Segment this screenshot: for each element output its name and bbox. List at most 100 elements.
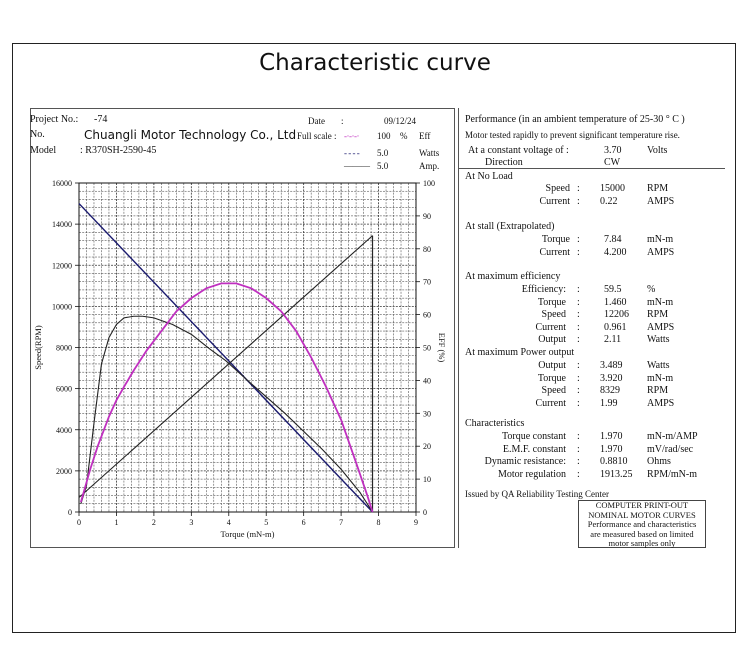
chart-sheet xyxy=(30,108,455,548)
note-line: are measured based on limited xyxy=(590,528,694,539)
perf-row-label: Speed xyxy=(541,309,566,321)
y-right-tick-label: 20 xyxy=(423,442,431,451)
perf-row-colon: : xyxy=(577,372,580,384)
no-label: No. xyxy=(30,129,45,140)
perf-row-value: 0.961 xyxy=(604,321,627,333)
y-left-tick-label: 14000 xyxy=(52,220,72,229)
perf-row-label: Torque xyxy=(541,234,570,245)
x-tick-label: 3 xyxy=(189,518,193,527)
y-left-tick-label: 10000 xyxy=(52,302,72,311)
perf-row-unit: AMPS xyxy=(647,196,675,207)
x-tick-label: 5 xyxy=(264,518,268,527)
y-left-tick-label: 12000 xyxy=(52,261,72,270)
perf-row-value: 4.200 xyxy=(604,247,627,258)
output-curve xyxy=(80,315,374,513)
y-left-tick-label: 2000 xyxy=(56,467,72,476)
perf-row-label: Current xyxy=(535,397,566,409)
perf-row-colon: : xyxy=(577,468,580,480)
y-left-axis-label: Speed(RPM) xyxy=(33,325,43,370)
perf-row-unit: RPM xyxy=(647,183,669,194)
perf-row-label: Speed xyxy=(541,385,566,397)
y-right-tick-label: 30 xyxy=(423,409,431,418)
perf-row-label: Current xyxy=(539,247,570,258)
perf-row-unit: % xyxy=(647,284,656,295)
legend-line-sample: ——— xyxy=(344,161,370,171)
model-label: Model xyxy=(30,145,57,156)
y-right-tick-label: 50 xyxy=(423,344,431,353)
document-frame xyxy=(12,43,736,633)
perf-row-label: Current xyxy=(539,196,570,207)
model-value: : R370SH-2590-45 xyxy=(80,145,157,156)
y-right-tick-label: 0 xyxy=(423,508,427,517)
perf-row-unit: mN-m xyxy=(647,234,674,245)
company-name: Chuangli Motor Technology Co., Ltd xyxy=(84,128,297,142)
x-tick-label: 2 xyxy=(152,518,156,527)
perf-row-value: 3.920 xyxy=(600,372,623,384)
perf-row-value: 1.460 xyxy=(604,296,627,308)
note-line: COMPUTER PRINT-OUT xyxy=(595,500,689,510)
page-title: Characteristic curve xyxy=(259,50,491,76)
legend-line-sample: -·-·-· xyxy=(344,131,359,141)
perf-row-value: 15000 xyxy=(600,183,625,194)
fullscale-label: Full scale : xyxy=(297,131,337,141)
perf-row-colon: : xyxy=(577,284,580,295)
legend-value: 5.0 xyxy=(377,161,389,171)
x-axis-label: Torque (mN-m) xyxy=(221,529,275,539)
voltage-label: At a constant voltage of : xyxy=(468,145,569,156)
y-left-tick-label: 6000 xyxy=(56,385,72,394)
y-right-tick-label: 10 xyxy=(423,475,431,484)
perf-row-value: 8329 xyxy=(600,385,620,397)
project-value: -74 xyxy=(94,114,108,125)
perf-row-unit: RPM xyxy=(647,385,669,397)
y-left-tick-label: 4000 xyxy=(56,426,72,435)
section-max-efficiency: At maximum efficiency xyxy=(465,271,561,282)
perf-row-unit: mN-m xyxy=(647,296,674,308)
voltage-value: 3.70 xyxy=(604,145,622,156)
perf-row-unit: AMPS xyxy=(647,321,675,333)
efficiency-curve xyxy=(80,282,374,513)
perf-row-label: Dynamic resistance: xyxy=(484,456,566,468)
section-max-power: At maximum Power output xyxy=(465,347,575,358)
perf-row-label: Output xyxy=(538,334,566,346)
perf-row-value: 1.970 xyxy=(600,443,623,455)
perf-row-label: Efficiency: xyxy=(521,284,566,295)
note-line: Performance and characteristics xyxy=(587,519,697,530)
perf-row-unit: mV/rad/sec xyxy=(647,443,694,455)
legend-name: Eff xyxy=(419,131,431,141)
perf-row-label: Speed xyxy=(545,183,570,194)
section-stall: At stall (Extrapolated) xyxy=(465,221,555,232)
y-left-tick-label: 8000 xyxy=(56,344,72,353)
perf-row-colon: : xyxy=(577,397,580,409)
date-label: Date xyxy=(308,116,325,126)
perf-row-colon: : xyxy=(577,360,580,371)
perf-title: Performance (in an ambient temperature o… xyxy=(465,114,685,125)
perf-row-colon: : xyxy=(577,456,580,468)
perf-row-value: 0.8810 xyxy=(600,456,628,468)
perf-row-colon: : xyxy=(577,431,580,442)
perf-row-value: 0.22 xyxy=(600,196,618,207)
y-right-tick-label: 100 xyxy=(423,179,435,188)
project-label: Project No.: xyxy=(30,114,79,125)
perf-row-unit: mN-m/AMP xyxy=(647,431,698,442)
x-tick-label: 9 xyxy=(414,518,418,527)
x-tick-label: 7 xyxy=(339,518,343,527)
perf-row-colon: : xyxy=(577,183,580,194)
perf-row-label: Current xyxy=(535,321,566,333)
perf-row-colon: : xyxy=(577,234,580,245)
perf-row-colon: : xyxy=(577,334,580,346)
x-tick-label: 0 xyxy=(77,518,81,527)
perf-row-unit: Ohms xyxy=(647,456,671,468)
perf-row-label: Output xyxy=(538,360,566,371)
legend-name: Watts xyxy=(419,148,440,158)
direction-label: Direction xyxy=(485,157,523,168)
perf-row-label: Motor regulation xyxy=(497,468,566,480)
speed-line xyxy=(78,203,374,513)
column-divider xyxy=(458,108,459,548)
y-right-tick-label: 90 xyxy=(423,212,431,221)
perf-row-unit: AMPS xyxy=(647,397,675,409)
voltage-unit: Volts xyxy=(647,145,668,156)
note-line: motor samples only xyxy=(608,538,676,549)
perf-row-value: 1.99 xyxy=(600,397,618,409)
x-tick-label: 1 xyxy=(114,518,118,527)
note-box: COMPUTER PRINT-OUT NOMINAL MOTOR CURVES … xyxy=(578,500,706,548)
